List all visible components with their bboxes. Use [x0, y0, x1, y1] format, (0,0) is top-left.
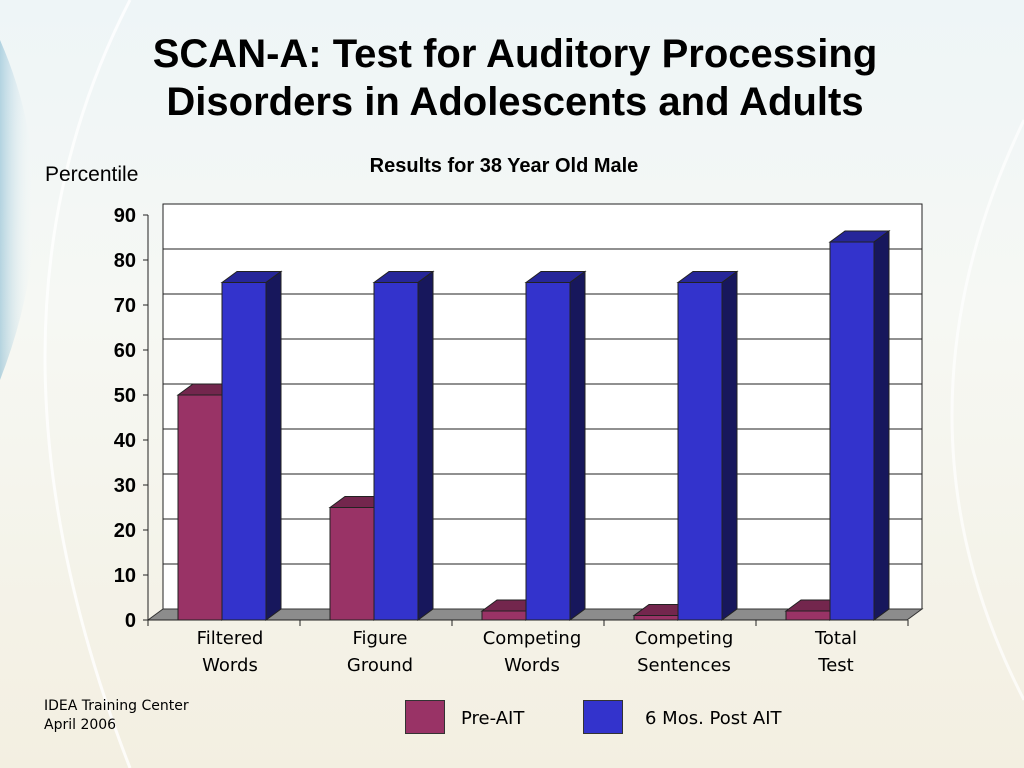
bar-side-face — [265, 270, 282, 621]
x-category-label-line: Competing — [635, 628, 734, 649]
bar-pre-ait — [481, 610, 527, 621]
footer-line-2: April 2006 — [44, 717, 117, 733]
bar-post-ait — [525, 282, 571, 621]
x-category-label-line: Sentences — [637, 655, 731, 676]
legend-label-post-ait: 6 Mos. Post AIT — [645, 708, 782, 729]
bar-pre-ait — [329, 507, 375, 621]
x-category-label-line: Words — [202, 655, 258, 676]
title-line-2: Disorders in Adolescents and Adults — [166, 80, 864, 124]
x-category-label: Filtered Words — [197, 628, 264, 676]
bar-side-face — [873, 230, 890, 621]
x-category-label-line: Filtered — [197, 628, 264, 649]
y-tick-label: 20 — [114, 520, 136, 542]
bar-post-ait — [829, 241, 875, 621]
x-category-label-line: Total — [814, 628, 857, 649]
bar-side-face — [721, 270, 738, 621]
bar-pre-ait — [785, 610, 831, 621]
y-tick-label: 0 — [125, 610, 136, 632]
x-category-label-line: Words — [504, 655, 560, 676]
legend-swatch-post-ait — [583, 700, 623, 734]
slide-title: SCAN-A: Test for Auditory Processing Dis… — [60, 30, 970, 126]
legend-swatch-pre-ait — [405, 700, 445, 734]
bar-pre-ait — [633, 615, 679, 621]
legend-label-pre-ait: Pre-AIT — [461, 708, 525, 729]
bar-side-face — [417, 270, 434, 621]
x-category-label: Figure Ground — [347, 628, 413, 676]
x-category-label: Total Test — [814, 628, 857, 676]
bar-side-face — [569, 270, 586, 621]
x-category-label-line: Test — [817, 655, 853, 676]
x-category-label-line: Competing — [483, 628, 582, 649]
y-tick-label: 30 — [114, 475, 136, 497]
y-axis-label: Percentile — [45, 163, 139, 186]
bar-post-ait — [677, 282, 723, 621]
chart-subtitle: Results for 38 Year Old Male — [369, 155, 639, 177]
title-line-1: SCAN-A: Test for Auditory Processing — [152, 32, 878, 76]
x-category-label-line: Ground — [347, 655, 413, 676]
y-tick-label: 60 — [114, 340, 136, 362]
bar-post-ait — [373, 282, 419, 621]
y-tick-label: 70 — [114, 295, 136, 317]
x-category-label: Competing Words — [483, 628, 582, 676]
y-tick-label: 80 — [114, 250, 136, 272]
bar-chart: 0 10 20 30 40 50 60 70 80 90 Filtered Words Figure Gr… — [114, 203, 924, 676]
footer: IDEA Training Center April 2006 — [44, 697, 189, 735]
footer-line-1: IDEA Training Center — [44, 698, 189, 714]
y-tick-label: 10 — [114, 565, 136, 587]
y-tick-label: 90 — [114, 205, 136, 227]
x-category-label: Competing Sentences — [635, 628, 734, 676]
y-tick-label: 40 — [114, 430, 136, 452]
y-tick-label: 50 — [114, 385, 136, 407]
x-category-label-line: Figure — [353, 628, 408, 649]
bar-pre-ait — [177, 394, 223, 621]
bar-post-ait — [221, 282, 267, 621]
